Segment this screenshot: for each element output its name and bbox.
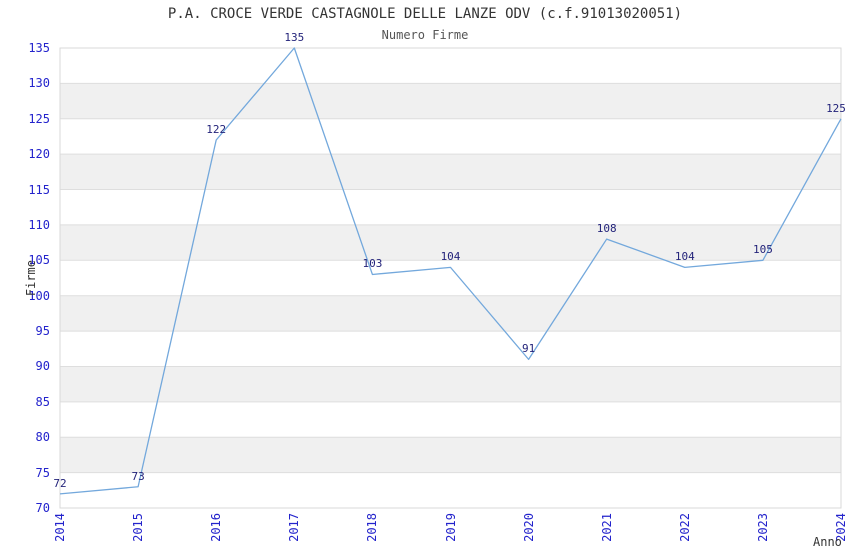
plot-band (60, 437, 841, 473)
x-tick-label: 2015 (131, 513, 146, 542)
plot-band (60, 154, 841, 190)
y-tick-label: 85 (35, 394, 50, 409)
point-value-label: 73 (131, 469, 145, 483)
x-tick-label: 2023 (755, 513, 770, 542)
y-tick-label: 130 (28, 76, 50, 91)
x-tick-label: 2021 (599, 513, 614, 542)
y-tick-label: 120 (28, 147, 50, 162)
x-tick-label: 2016 (209, 513, 224, 542)
data-line (59, 47, 842, 495)
x-tick-label: 2014 (53, 513, 67, 542)
x-tick-label: 2018 (365, 513, 380, 542)
chart-subtitle: Numero Firme (381, 28, 469, 42)
y-tick-label: 70 (35, 501, 50, 515)
plot-band (60, 295, 841, 332)
point-value-label: 91 (521, 342, 536, 356)
y-tick-label: 80 (35, 430, 50, 445)
plot-band (60, 83, 841, 119)
point-value-label: 108 (596, 222, 617, 236)
y-tick-label: 100 (28, 288, 50, 303)
point-value-label: 105 (752, 243, 773, 257)
y-tick-label: 125 (28, 111, 50, 126)
x-tick-label: 2020 (521, 513, 536, 542)
plot-border (59, 47, 842, 509)
y-tick-label: 75 (35, 465, 50, 480)
x-tick-label: 2017 (287, 513, 302, 542)
y-tick-label: 95 (35, 324, 50, 339)
point-value-label: 104 (440, 250, 461, 264)
x-tick-label: 2019 (443, 513, 458, 542)
point-value-label: 122 (206, 123, 227, 136)
x-axis-title: Anno (813, 535, 842, 549)
point-value-label: 103 (362, 257, 383, 271)
y-tick-label: 135 (28, 41, 50, 55)
y-tick-label: 115 (28, 182, 50, 197)
point-value-label: 125 (826, 101, 846, 115)
y-tick-label: 90 (35, 359, 50, 374)
point-value-label: 72 (53, 476, 67, 490)
chart-title: P.A. CROCE VERDE CASTAGNOLE DELLE LANZE … (167, 6, 683, 22)
y-axis-title: Firme (24, 260, 38, 297)
x-tick-label: 2022 (677, 513, 692, 542)
y-tick-label: 105 (28, 253, 50, 268)
plot-band (60, 366, 841, 402)
point-value-label: 104 (674, 250, 695, 264)
y-tick-label: 110 (28, 217, 50, 232)
point-value-label: 135 (284, 31, 305, 44)
